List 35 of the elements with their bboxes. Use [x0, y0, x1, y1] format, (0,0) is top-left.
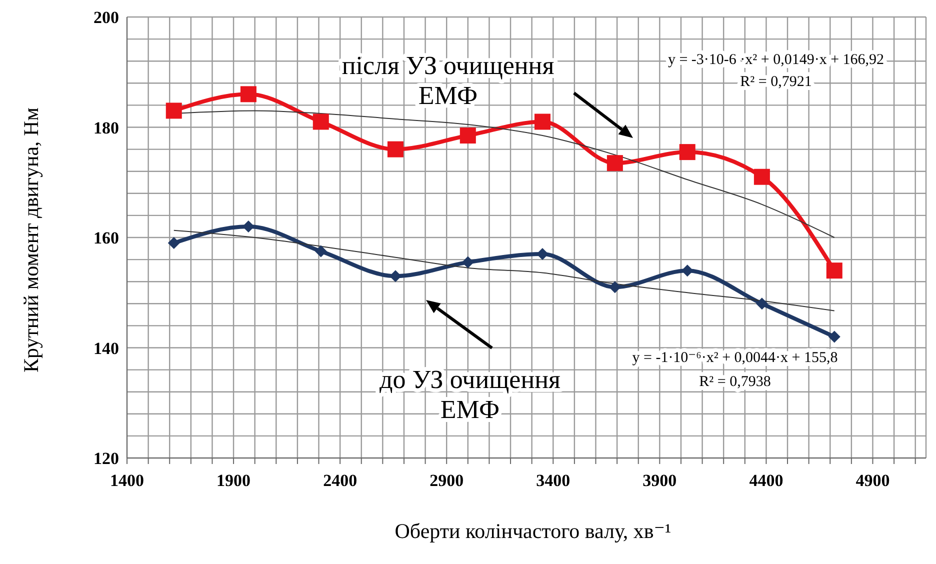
x-tick-label: 2400	[323, 471, 358, 490]
point	[534, 114, 550, 130]
point	[168, 237, 180, 250]
x-tick-label: 2900	[430, 471, 464, 490]
annotation: y = -3·10-6 ·x² + 0,0149·x + 166,92 R² = 0,7921	[668, 52, 884, 90]
x-tick-label: 4400	[749, 471, 784, 490]
x-tick-label: 3900	[642, 471, 677, 490]
point	[826, 262, 842, 279]
point	[240, 86, 256, 102]
annotation: y = -1·10⁻⁶·x² + 0,0044·x + 155,8 R² = 0,7938	[632, 350, 838, 390]
point	[828, 330, 840, 343]
x-tick-label: 4900	[856, 471, 890, 490]
point	[314, 245, 327, 258]
point	[679, 144, 696, 160]
x-axis-title: Оберти колінчастого валу, хв⁻¹	[394, 519, 672, 543]
y-tick-label: 200	[94, 8, 119, 28]
point	[166, 102, 182, 119]
point	[756, 298, 768, 310]
y-tick-label: 140	[94, 338, 119, 358]
x-tick-label: 1400	[110, 471, 144, 490]
x-tick-label: 3400	[536, 471, 570, 490]
y-tick-label: 180	[94, 118, 119, 138]
y-tick-label: 160	[94, 228, 119, 248]
x-tick-label: 1900	[216, 471, 251, 490]
point	[387, 141, 404, 158]
annotation: до УЗ очищення ЕМФ	[380, 365, 561, 424]
point	[460, 128, 476, 144]
line-series	[173, 230, 835, 312]
y-axis-title: Крутний момент двигуна, Нм	[19, 107, 43, 373]
point	[462, 256, 474, 268]
y-tick-label: 120	[94, 449, 119, 468]
point	[312, 114, 329, 130]
annotation: після УЗ очищення ЕМФ	[342, 51, 554, 110]
point	[754, 168, 770, 185]
point	[606, 155, 623, 172]
